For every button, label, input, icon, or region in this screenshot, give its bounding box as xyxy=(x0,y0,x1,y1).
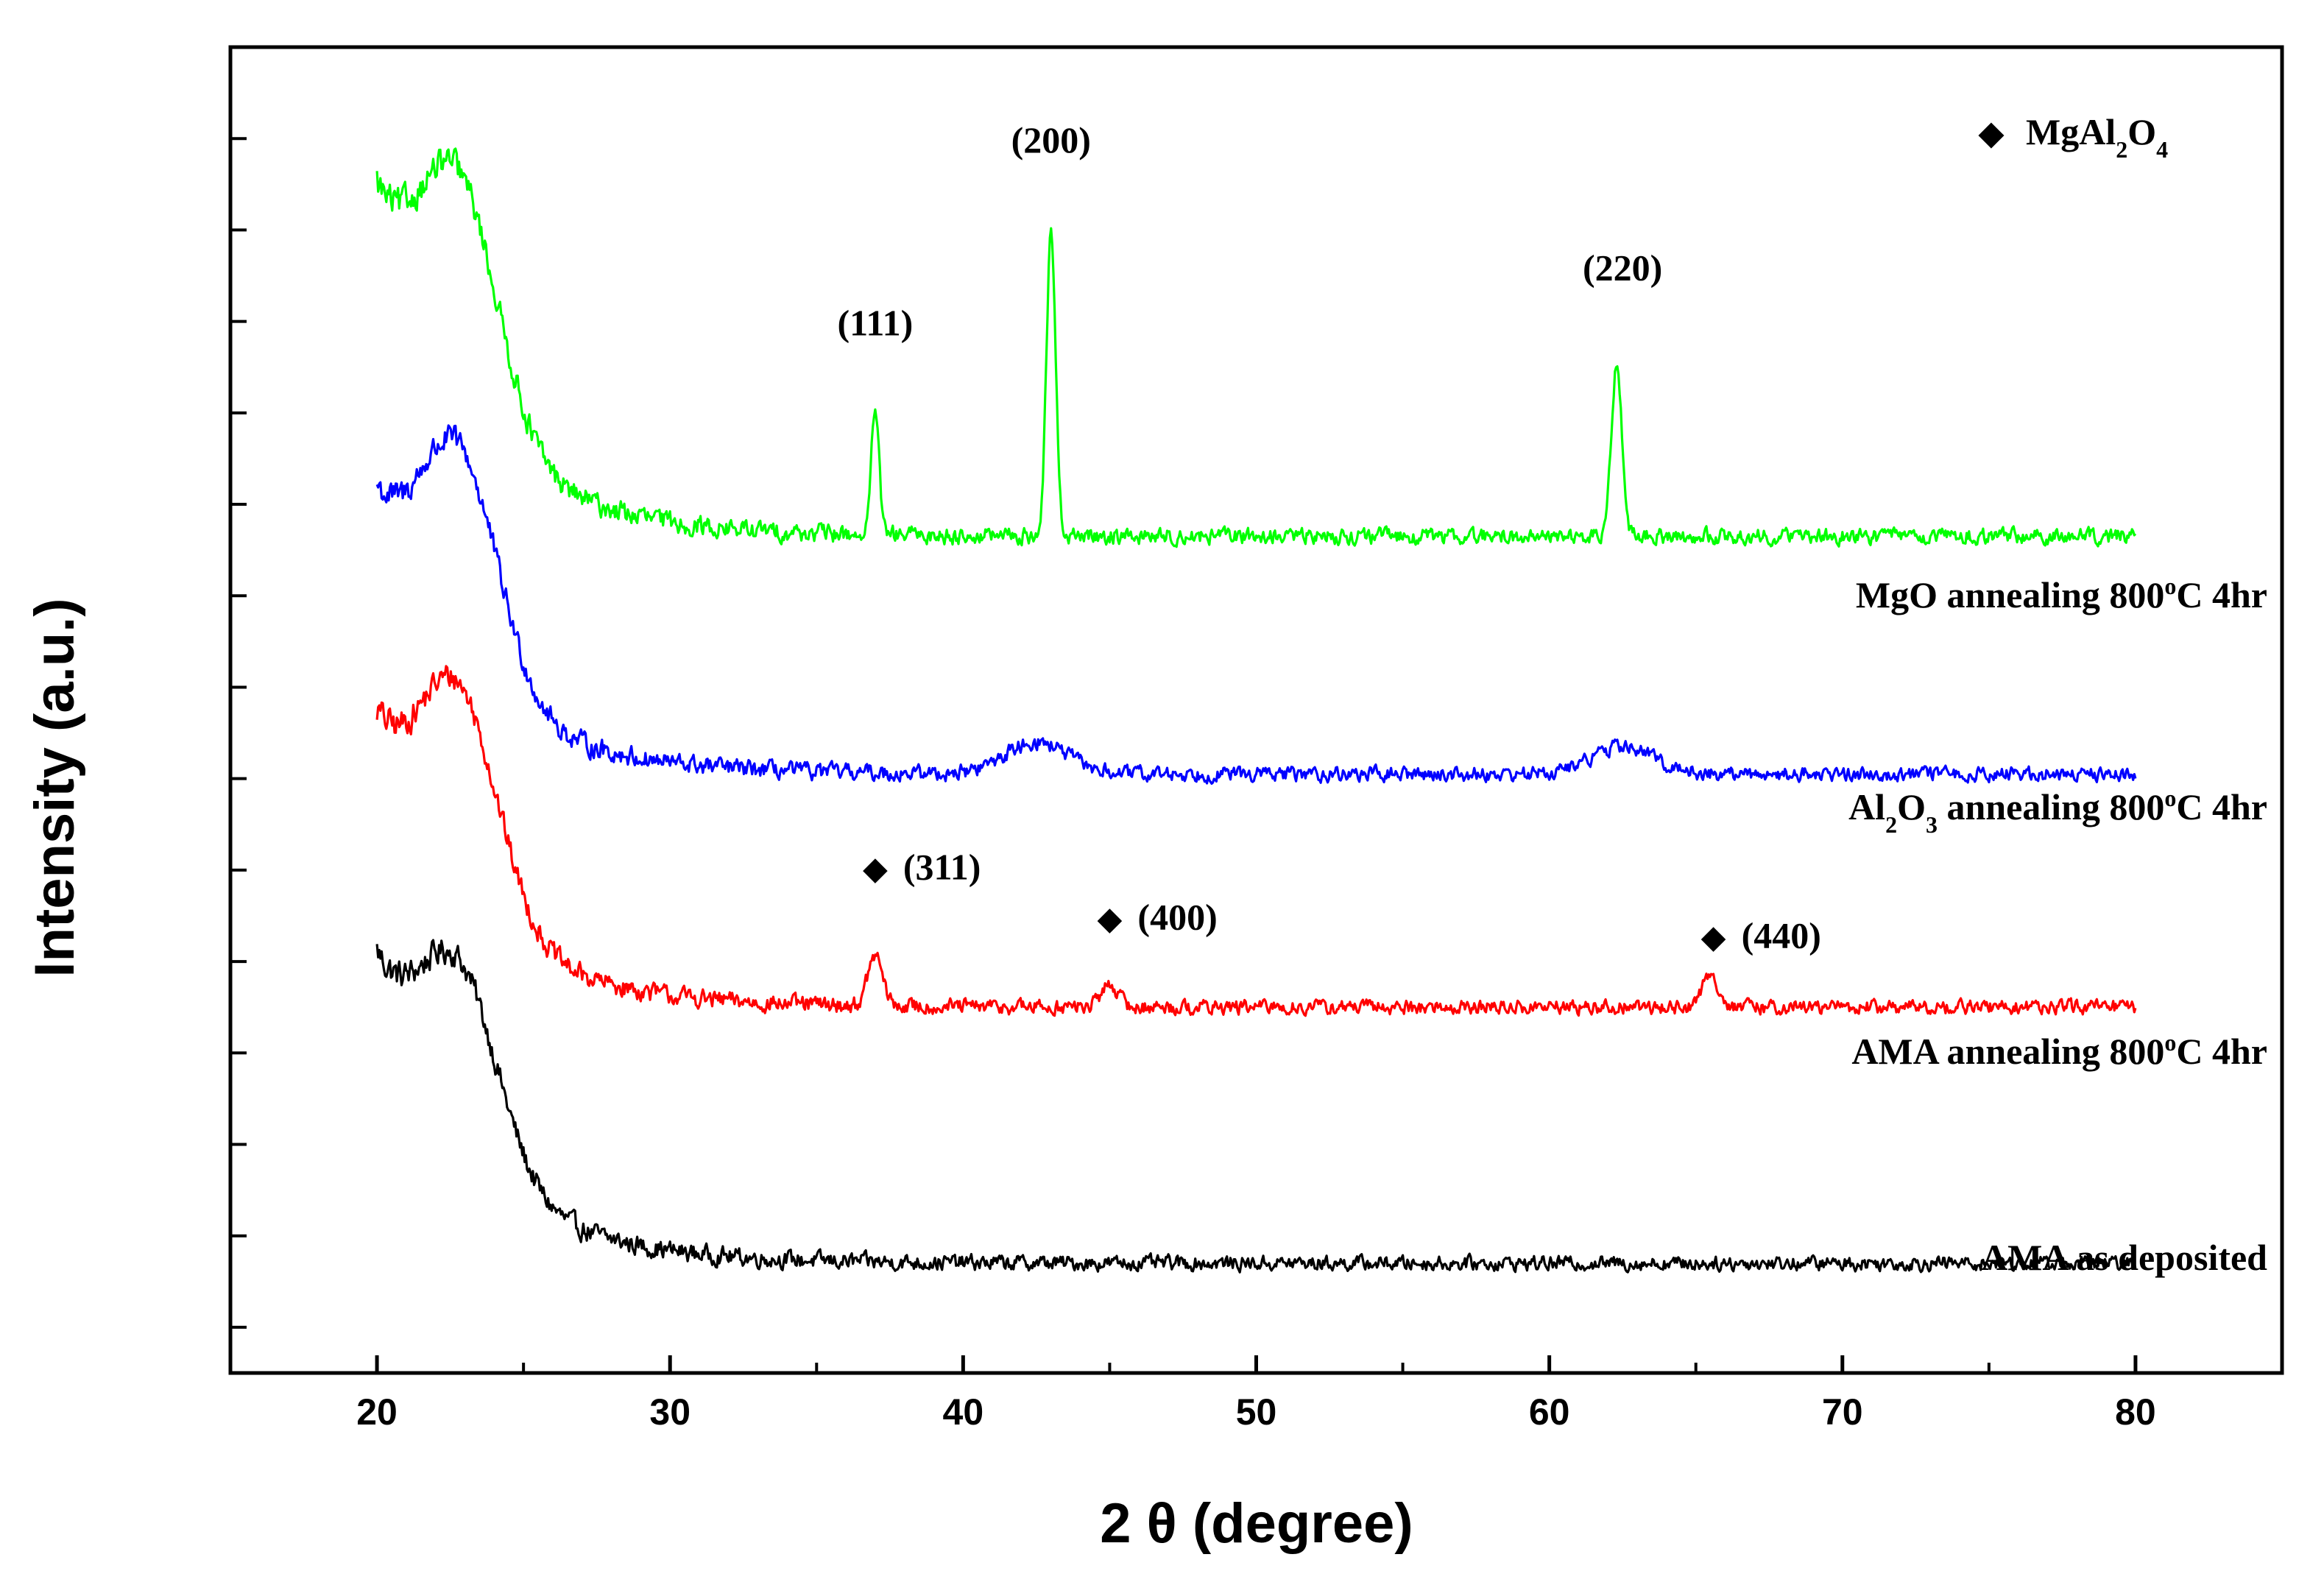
series-line-mgo-annealing-800-c-4hr xyxy=(375,147,2137,548)
peak-label: (311) xyxy=(903,846,981,887)
peak-diamond-icon: ◆ xyxy=(863,850,888,886)
series-label: Al2O3 annealing 800oC 4hr xyxy=(1848,785,2267,838)
peak-label: (200) xyxy=(1011,119,1091,160)
series-line-al2o3-annealing-800-c-4hr xyxy=(375,424,2137,786)
peak-label: (400) xyxy=(1137,897,1217,938)
series-line-ama-as-deposited xyxy=(375,939,2137,1274)
x-tick-label: 30 xyxy=(649,1391,691,1433)
y-axis-title: Intensity (a.u.) xyxy=(24,598,86,977)
legend-diamond-icon: ◆ xyxy=(1978,114,2005,152)
peak-label: (220) xyxy=(1583,247,1662,289)
peak-label: (440) xyxy=(1742,914,1821,956)
peak-label: (111) xyxy=(838,302,914,343)
x-tick-label: 80 xyxy=(2115,1391,2156,1433)
x-tick-label: 40 xyxy=(943,1391,984,1433)
series-label: AMA annealing 800oC 4hr xyxy=(1851,1029,2267,1072)
legend-label: MgAl2O4 xyxy=(2026,111,2168,163)
series-label: MgO annealing 800oC 4hr xyxy=(1856,573,2267,615)
x-tick-label: 50 xyxy=(1236,1391,1277,1433)
x-tick-label: 60 xyxy=(1529,1391,1570,1433)
series-label: AMA as deposited xyxy=(1981,1237,2267,1278)
x-tick-label: 20 xyxy=(356,1391,398,1433)
x-tick-label: 70 xyxy=(1822,1391,1863,1433)
peak-diamond-icon: ◆ xyxy=(1098,901,1123,937)
x-axis-title: 2 θ (degree) xyxy=(1100,1492,1413,1555)
series-line-ama-annealing-800-c-4hr xyxy=(375,665,2137,1017)
peak-diamond-icon: ◆ xyxy=(1701,919,1726,955)
